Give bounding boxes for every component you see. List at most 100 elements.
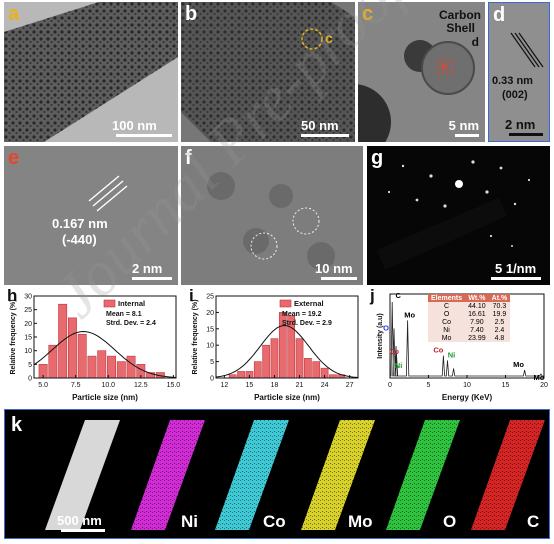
panel-label: a bbox=[8, 3, 20, 25]
eds-table: Elements Wt.% At.% C 44.10 70.3 O 16.61 19.9 C… bbox=[428, 294, 511, 342]
sd-stat: Strd. Dev. = 2.4 bbox=[106, 320, 156, 327]
x-tick-label: 21 bbox=[296, 382, 304, 389]
hrtem-image bbox=[358, 2, 485, 142]
histogram-bar bbox=[107, 355, 116, 379]
y-tick-label: 10 bbox=[24, 348, 32, 355]
eds-cell: 70.3 bbox=[488, 302, 511, 310]
eds-cell: 19.9 bbox=[488, 310, 511, 318]
histogram-bar bbox=[87, 355, 97, 379]
map-label-o: O bbox=[443, 512, 457, 531]
panel-label: b bbox=[185, 3, 198, 25]
map-label-ni: Ni bbox=[181, 512, 198, 531]
scale-bar bbox=[132, 277, 172, 280]
scale-label: 10 nm bbox=[315, 261, 353, 276]
panel-label: i bbox=[189, 288, 194, 305]
lattice-spacing: 0.167 nm bbox=[52, 216, 108, 231]
histogram-bar bbox=[126, 355, 136, 379]
scale-label: 100 nm bbox=[112, 118, 157, 133]
histogram-bar bbox=[270, 338, 279, 379]
scale-bar bbox=[116, 134, 172, 137]
panel-i-histogram: 12 15 18 21 24 27 0 5 10 15 20 25 Particle size (nm)… bbox=[186, 288, 366, 406]
eds-cell: C bbox=[428, 302, 466, 310]
eds-cell: Ni bbox=[428, 326, 466, 334]
y-tick-label: 15 bbox=[24, 335, 32, 342]
map-label-mo: Mo bbox=[348, 512, 373, 531]
histogram-bar bbox=[48, 344, 58, 379]
scale-bar bbox=[61, 529, 105, 532]
histogram-bar bbox=[77, 333, 87, 379]
peak-label: Ni bbox=[395, 361, 403, 370]
y-axis-label: Relative frequency (%) bbox=[192, 299, 199, 374]
mean-stat: Mean = 8.1 bbox=[106, 311, 142, 318]
diffraction-pattern bbox=[367, 146, 550, 285]
x-tick-label: 10 bbox=[463, 382, 471, 389]
panel-label: c bbox=[362, 3, 374, 25]
panel-label: f bbox=[185, 147, 192, 169]
y-tick-label: 15 bbox=[206, 326, 214, 333]
legend-swatch bbox=[279, 299, 292, 308]
histogram-bar bbox=[312, 361, 321, 379]
x-tick-label: 0 bbox=[388, 382, 392, 389]
y-tick-label: 0 bbox=[28, 376, 32, 383]
scale-bar bbox=[491, 277, 541, 280]
x-tick-label: 5.0 bbox=[38, 382, 48, 389]
eds-cell: 4.8 bbox=[488, 334, 511, 342]
elemental-maps bbox=[45, 420, 545, 530]
map-label-c: C bbox=[527, 512, 540, 531]
nanowire-image bbox=[4, 2, 178, 142]
peak-label: O bbox=[383, 323, 389, 332]
y-tick-label: 20 bbox=[206, 310, 214, 317]
histogram-bar bbox=[262, 344, 270, 379]
eds-cell: 7.40 bbox=[465, 326, 489, 334]
scale-label: 2 nm bbox=[505, 117, 536, 132]
scale-bar bbox=[301, 134, 349, 137]
plot-frame bbox=[215, 295, 359, 379]
scale-label: 5 nm bbox=[448, 118, 479, 133]
peak-label: C bbox=[395, 291, 401, 300]
panel-j-eds: C O Co Ni Mo Co Ni Mo Mo 0 5 10 15 20 Energy (KeV) Inte… bbox=[368, 288, 550, 406]
eds-cell: 7.90 bbox=[465, 318, 489, 326]
carbon-shell-note: Shell bbox=[446, 21, 475, 35]
y-tick-label: 5 bbox=[28, 362, 32, 369]
eds-header: At.% bbox=[488, 294, 511, 302]
eds-cell: 2.5 bbox=[488, 318, 511, 326]
mean-stat: Mean = 19.2 bbox=[282, 311, 322, 318]
eds-cell: 16.61 bbox=[465, 310, 489, 318]
panel-label: k bbox=[11, 414, 23, 436]
peak-label: Mo bbox=[513, 360, 524, 369]
y-tick-label: 10 bbox=[206, 343, 214, 350]
peak-label: Ni bbox=[448, 350, 456, 359]
peak-label: Co bbox=[433, 346, 443, 355]
x-tick-label: 7.5 bbox=[71, 382, 81, 389]
carbon-shell-note: Carbon bbox=[439, 8, 481, 22]
eds-cell: 23.99 bbox=[465, 334, 489, 342]
panel-label: e bbox=[8, 147, 20, 169]
eds-header: Wt.% bbox=[465, 294, 489, 302]
panel-d-marker: d bbox=[471, 35, 479, 49]
lattice-spacing: 0.33 nm bbox=[492, 75, 533, 87]
scale-label: 50 nm bbox=[301, 118, 339, 133]
eds-cell: Mo bbox=[428, 334, 466, 342]
y-tick-label: 20 bbox=[24, 321, 32, 328]
scale-label: 5 1/nm bbox=[495, 261, 537, 276]
panel-b-tem: b c 50 nm bbox=[181, 2, 355, 142]
x-tick-label: 15 bbox=[246, 382, 254, 389]
map-label-co: Co bbox=[263, 512, 286, 531]
histogram-bar bbox=[237, 371, 245, 379]
panel-e-tem: e 0.167 nm (-440) 2 nm bbox=[4, 146, 178, 285]
x-axis-label: Particle size (nm) bbox=[72, 393, 138, 402]
x-tick-label: 12.5 bbox=[134, 382, 148, 389]
panel-e-marker: e bbox=[441, 59, 448, 73]
panel-label: d bbox=[493, 4, 506, 26]
y-tick-label: 0 bbox=[210, 376, 214, 383]
panel-a-tem: a 100 nm bbox=[4, 2, 178, 142]
fit-curve bbox=[33, 330, 177, 378]
x-axis-label: Energy (KeV) bbox=[442, 393, 493, 402]
x-tick-label: 15 bbox=[502, 382, 510, 389]
sd-stat: Strd. Dev. = 2.9 bbox=[282, 320, 332, 327]
eds-cell: 2.4 bbox=[488, 326, 511, 334]
histogram-bar bbox=[67, 317, 77, 379]
histogram-bar bbox=[116, 361, 126, 379]
legend-label: Internal bbox=[118, 299, 145, 308]
lattice-image bbox=[4, 146, 178, 285]
